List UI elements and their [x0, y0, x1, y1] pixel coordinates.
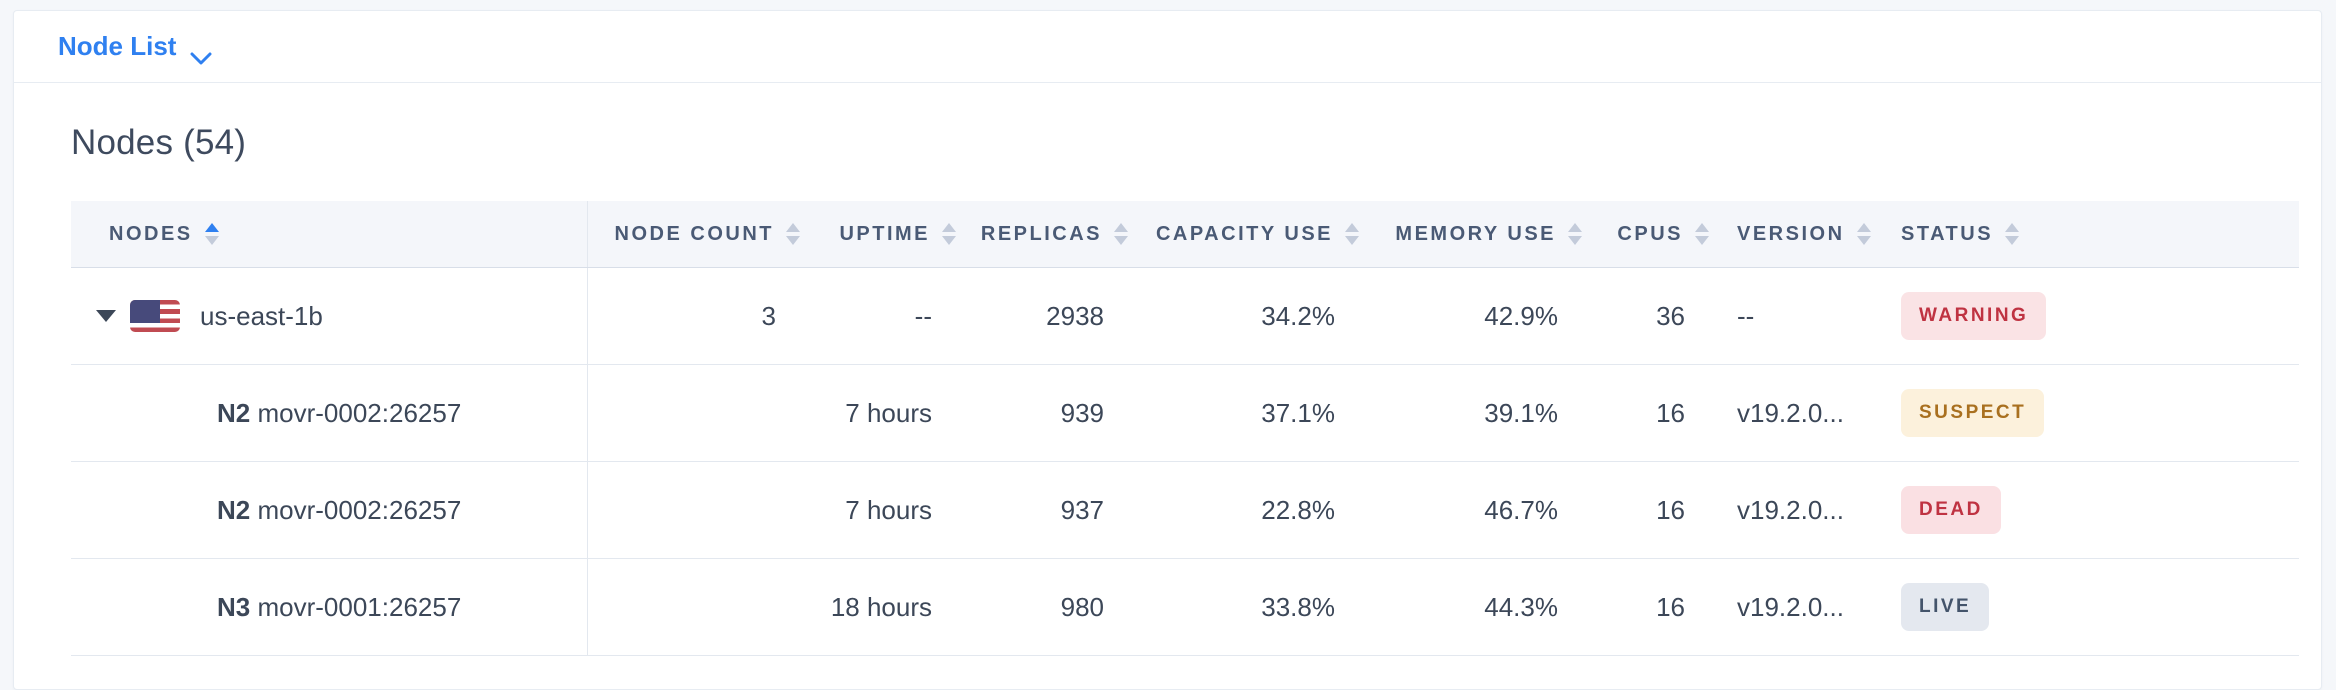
sort-icon — [1856, 223, 1871, 245]
cell-capacity-use: 33.8% — [1140, 558, 1371, 656]
cell-capacity-use: 37.1% — [1140, 364, 1371, 462]
column-label: Status — [1901, 222, 1994, 245]
sort-icon — [942, 223, 956, 245]
cell-replicas: 2938 — [968, 267, 1140, 365]
status-badge: Warning — [1901, 292, 2047, 340]
column-header-capacity-use[interactable]: Capacity Use — [1140, 201, 1371, 268]
status-badge: Suspect — [1901, 389, 2045, 437]
cell-memory-use: 39.1% — [1371, 364, 1594, 462]
table-header-row: Nodes Node Count Uptime Replicas — [71, 201, 2299, 268]
cell-version: v19.2.0... — [1721, 558, 1871, 656]
column-header-version[interactable]: Version — [1721, 201, 1871, 268]
column-label: Replicas — [980, 222, 1102, 245]
card-topbar: Node List — [14, 11, 2321, 83]
node-list-card: Node List Nodes (54) Nodes — [13, 10, 2322, 690]
node-name[interactable]: N3 movr-0001:26257 — [217, 591, 462, 622]
cell-uptime: 18 hours — [812, 558, 968, 656]
table-row-node[interactable]: N3 movr-0001:26257 18 hours 980 33.8% 44… — [71, 558, 2299, 656]
cell-capacity-use: 34.2% — [1140, 267, 1371, 365]
cell-uptime: 7 hours — [812, 461, 968, 559]
column-header-cpus[interactable]: CPUs — [1594, 201, 1721, 268]
cell-node-count — [587, 364, 812, 462]
node-name[interactable]: N2 movr-0002:26257 — [217, 494, 462, 525]
cell-memory-use: 46.7% — [1371, 461, 1594, 559]
status-badge: Dead — [1901, 486, 2001, 534]
cell-cpus: 16 — [1594, 461, 1721, 559]
cell-version: v19.2.0... — [1721, 364, 1871, 462]
column-label: Nodes — [109, 222, 193, 245]
cell-cpus: 36 — [1594, 267, 1721, 365]
table-row-node[interactable]: N2 movr-0002:26257 7 hours 937 22.8% 46.… — [71, 461, 2299, 559]
table-row-node[interactable]: N2 movr-0002:26257 7 hours 939 37.1% 39.… — [71, 364, 2299, 462]
column-header-uptime[interactable]: Uptime — [812, 201, 968, 268]
cell-node-count: 3 — [587, 267, 812, 365]
cell-version: v19.2.0... — [1721, 461, 1871, 559]
nodes-table: Nodes Node Count Uptime Replicas — [71, 201, 2299, 656]
sort-icon — [786, 223, 800, 245]
sort-icon — [2005, 223, 2020, 245]
us-flag-icon — [130, 300, 180, 332]
cell-version: -- — [1721, 267, 1871, 365]
chevron-down-icon — [190, 42, 212, 64]
sort-icon — [1114, 223, 1128, 245]
sort-icon — [1345, 223, 1359, 245]
cell-capacity-use: 22.8% — [1140, 461, 1371, 559]
cell-replicas: 937 — [968, 461, 1140, 559]
sort-icon — [1695, 223, 1709, 245]
column-label: CPUs — [1617, 222, 1683, 245]
cell-uptime: 7 hours — [812, 364, 968, 462]
cell-node-count — [587, 461, 812, 559]
view-selector-label: Node List — [58, 31, 177, 61]
column-label: Version — [1737, 222, 1845, 245]
sort-icon — [1568, 223, 1582, 245]
column-header-nodes[interactable]: Nodes — [71, 201, 588, 268]
status-badge: Live — [1901, 583, 1990, 631]
node-name[interactable]: N2 movr-0002:26257 — [217, 397, 462, 428]
table-row-region[interactable]: us-east-1b 3 -- 2938 34.2% 42.9% 36 -- W… — [71, 267, 2299, 365]
cell-node-count — [587, 558, 812, 656]
cell-cpus: 16 — [1594, 558, 1721, 656]
cell-replicas: 980 — [968, 558, 1140, 656]
cell-cpus: 16 — [1594, 364, 1721, 462]
column-label: Node Count — [614, 222, 774, 245]
cell-memory-use: 44.3% — [1371, 558, 1594, 656]
column-header-node-count[interactable]: Node Count — [587, 201, 812, 268]
column-label: Capacity Use — [1155, 222, 1333, 245]
region-name: us-east-1b — [200, 300, 323, 331]
view-selector-dropdown[interactable]: Node List — [58, 31, 212, 64]
column-header-replicas[interactable]: Replicas — [968, 201, 1140, 268]
column-header-status[interactable]: Status — [1871, 201, 2299, 268]
column-header-memory-use[interactable]: Memory Use — [1371, 201, 1594, 268]
column-label: Memory Use — [1395, 222, 1556, 245]
sort-icon — [204, 223, 219, 245]
cell-replicas: 939 — [968, 364, 1140, 462]
collapse-caret-icon[interactable] — [96, 310, 116, 322]
cell-uptime: -- — [812, 267, 968, 365]
cell-memory-use: 42.9% — [1371, 267, 1594, 365]
card-body: Nodes (54) Nodes Node Count — [14, 83, 2321, 656]
page-title: Nodes (54) — [71, 123, 247, 162]
column-label: Uptime — [839, 222, 930, 245]
